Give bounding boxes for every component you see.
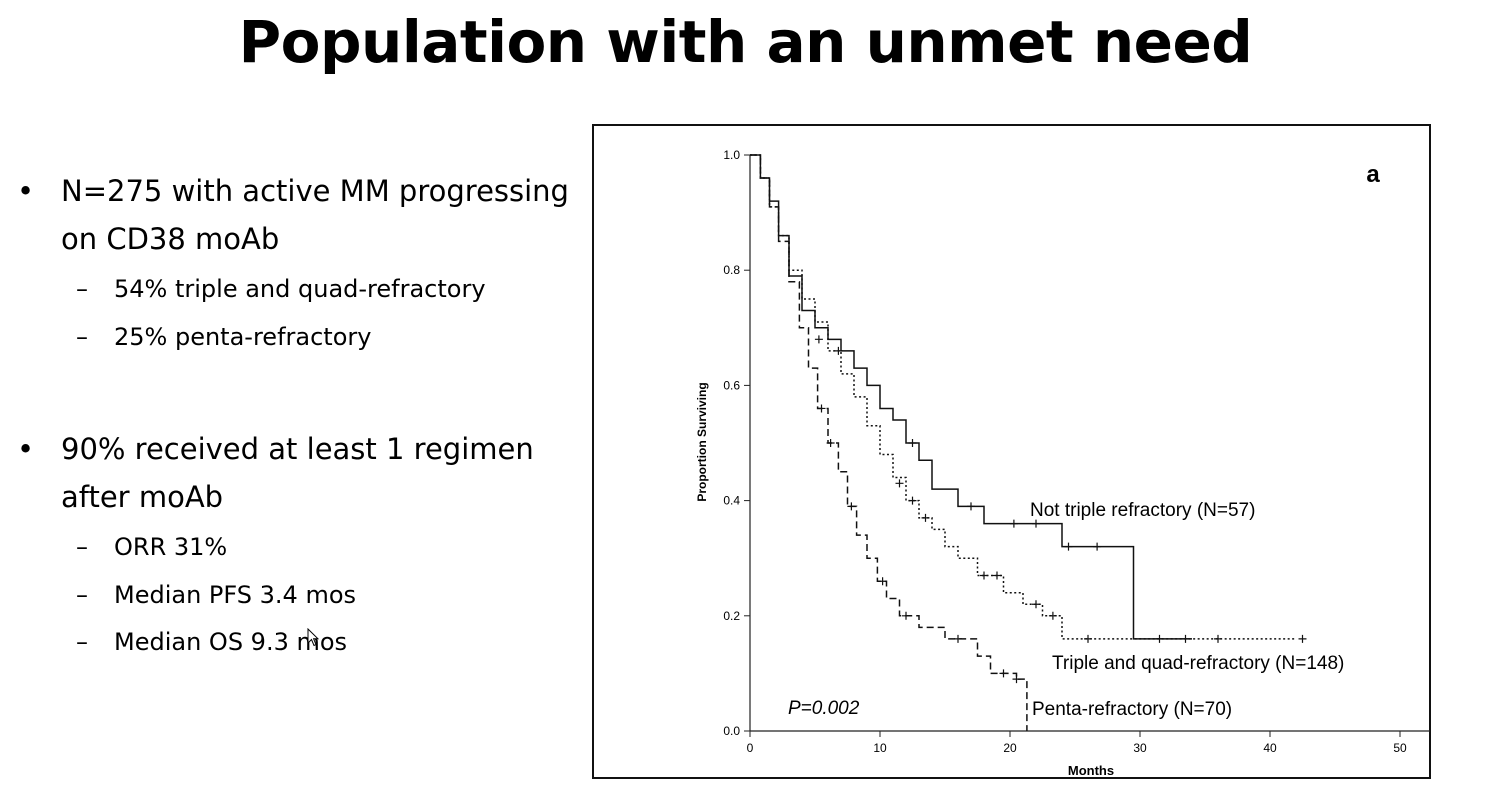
sub-bullet-dash: –: [76, 275, 88, 303]
y-axis-label: Proportion Surviving: [695, 382, 709, 501]
sub-bullet-dash: –: [76, 628, 88, 656]
y-tick-label: 0.8: [723, 263, 740, 277]
censor-mark: [999, 669, 1008, 678]
censor-mark: [1009, 519, 1018, 528]
mouse-pointer-icon: [307, 628, 319, 647]
legend-triple-quad-refractory: Triple and quad-refractory (N=148): [1052, 653, 1344, 674]
sub-bullet-item: – 25% penta-refractory: [76, 322, 372, 352]
censor-mark: [814, 335, 823, 344]
censor-mark: [847, 502, 856, 511]
sub-bullet-dash: –: [76, 533, 88, 561]
censor-mark: [1093, 542, 1102, 551]
censor-mark: [1298, 634, 1307, 643]
sub-bullet-text: Median PFS 3.4 mos: [114, 581, 357, 609]
x-tick-label: 30: [1133, 741, 1147, 755]
sub-bullet-text: 54% triple and quad-refractory: [114, 275, 486, 303]
chart-frame: [592, 124, 1431, 779]
censor-mark: [1012, 675, 1021, 684]
censor-mark: [993, 571, 1001, 580]
x-tick-label: 50: [1393, 741, 1407, 755]
sub-bullet-dash: –: [76, 323, 88, 351]
censor-mark: [1181, 634, 1190, 643]
p-value-annotation: P=0.002: [788, 698, 860, 719]
censor-mark: [1064, 542, 1073, 551]
bullet-item: • 90% received at least 1 regimen after …: [17, 425, 581, 521]
sub-bullet-item: – 54% triple and quad-refractory: [76, 274, 486, 304]
y-tick-label: 0.6: [723, 378, 740, 392]
chart-censor-marks: [814, 335, 1307, 684]
panel-label: a: [1366, 161, 1380, 188]
legend-not-triple-refractory: Not triple refractory (N=57): [1030, 500, 1255, 521]
y-tick-label: 0.2: [723, 609, 740, 623]
censor-mark: [878, 577, 887, 586]
censor-mark: [834, 346, 843, 355]
censor-mark: [954, 634, 962, 643]
y-tick-label: 0.4: [723, 494, 740, 508]
bullet-text: N=275 with active MM progressing on CD38…: [61, 174, 569, 256]
censor-mark: [1048, 611, 1057, 620]
x-axis-label: Months: [1068, 763, 1114, 778]
x-tick-label: 40: [1263, 741, 1277, 755]
censor-mark: [895, 479, 904, 488]
censor-mark: [817, 404, 826, 413]
censor-mark: [1084, 634, 1092, 643]
sub-bullet-text: 25% penta-refractory: [114, 323, 372, 351]
x-tick-label: 0: [747, 741, 754, 755]
bullet-text: 90% received at least 1 regimen after mo…: [61, 432, 534, 514]
bullet-item: • N=275 with active MM progressing on CD…: [17, 167, 581, 263]
legend-penta-refractory: Penta-refractory (N=70): [1032, 699, 1232, 720]
censor-mark: [921, 513, 930, 522]
x-tick-label: 10: [873, 741, 887, 755]
bullet-list: • N=275 with active MM progressing on CD…: [0, 0, 590, 791]
censor-mark: [908, 496, 917, 505]
censor-mark: [1032, 519, 1040, 528]
slide-title: Population with an unmet need: [238, 8, 1253, 76]
y-tick-label: 0.0: [723, 724, 740, 738]
censor-mark: [1155, 634, 1164, 643]
censor-mark: [1214, 634, 1222, 643]
censor-mark: [826, 439, 835, 447]
series-line-2: [750, 154, 1028, 731]
sub-bullet-dash: –: [76, 581, 88, 609]
censor-mark: [1032, 600, 1040, 609]
censor-mark: [902, 611, 910, 620]
chart-axes: 0 10 20 30 40 50 0.0 0.2 0.4 0.6 0.8 1.0: [723, 148, 1430, 755]
series-line-0: [750, 154, 1192, 640]
y-tick-label: 1.0: [723, 148, 740, 162]
bullet-dot: •: [17, 432, 35, 466]
sub-bullet-item: – Median PFS 3.4 mos: [76, 580, 357, 610]
x-tick-label: 20: [1003, 741, 1017, 755]
sub-bullet-text: ORR 31%: [114, 533, 228, 561]
censor-mark: [967, 502, 975, 511]
bullet-dot: •: [17, 174, 35, 208]
series-line-1: [750, 154, 1296, 640]
sub-bullet-item: – ORR 31%: [76, 532, 228, 562]
censor-mark: [908, 439, 917, 447]
censor-mark: [980, 571, 988, 580]
